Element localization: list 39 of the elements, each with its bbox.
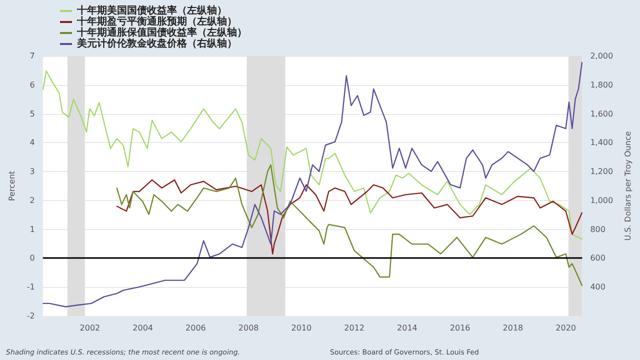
y2-tick-label: 1,400 [590,138,614,148]
legend-label: 十年期盈亏平衡通胀预期（左纵轴） [76,16,237,28]
x-tick-label: 2014 [397,324,418,332]
line-series [42,70,583,240]
y2-tick-label: 800 [590,224,606,234]
y-tick-label: 1 [30,224,35,234]
x-tick-label: 2002 [80,324,100,332]
y-tick-label: 7 [30,52,35,60]
legend-label: 十年期美国国债收益率（左纵轴） [76,4,227,16]
y-tick-label: 5 [30,109,35,118]
x-tick-label: 2020 [556,324,576,332]
y2-tick-label: 600 [590,254,606,263]
y2-tick-label: 2,000 [590,52,614,60]
line-series [116,164,583,286]
x-tick-label: 2008 [238,324,259,332]
x-tick-label: 2018 [502,324,524,332]
y-tick-label: -2 [26,312,35,320]
y2-tick-label: 400 [590,282,606,292]
y-tick-label: 0 [30,254,35,263]
line-series [42,62,583,308]
y2-tick-label: 1,600 [590,109,614,118]
x-tick-label: 2016 [450,324,470,332]
y2-tick-label: 1,000 [590,196,614,205]
y-axis-title: Percent [8,170,16,202]
y2-tick-label: 1,800 [590,80,614,90]
y-tick-label: -1 [26,282,35,292]
legend-label: 十年期通胀保值国债收益率（左纵轴） [76,26,247,38]
y-tick-label: 4 [30,138,35,148]
y2-tick-label: 1,200 [590,167,614,176]
y-tick-label: 3 [30,167,35,176]
x-tick-label: 2004 [132,324,153,332]
legend-label: 美元计价伦敦金收盘价格（右纵轴） [76,38,237,50]
x-tick-label: 2012 [344,324,364,332]
y-tick-label: 2 [30,196,35,205]
x-tick-label: 2006 [186,324,206,332]
x-tick-label: 2010 [291,324,312,332]
y2-axis-title: U.S. Dollars per Troy Ounce [624,131,632,241]
y-tick-label: 6 [30,80,35,90]
line-series [116,179,583,254]
